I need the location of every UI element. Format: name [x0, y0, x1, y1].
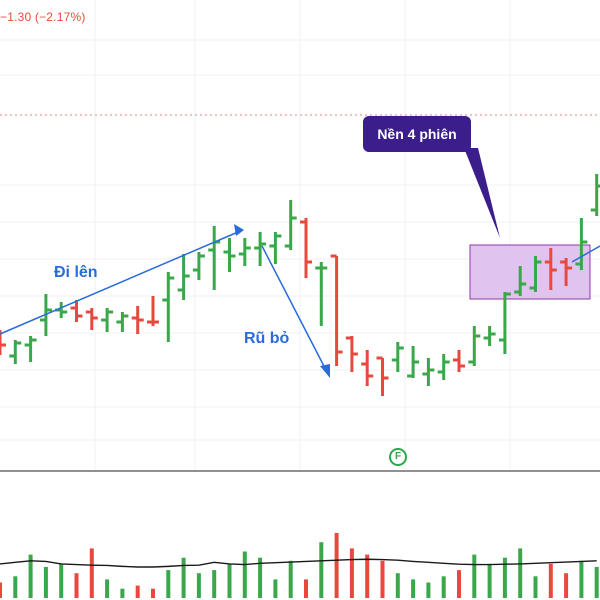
price-bar: [330, 254, 343, 366]
price-bar: [391, 342, 404, 372]
shakeout-line: [261, 245, 328, 373]
volume-bar: [441, 576, 446, 598]
volume-bar: [0, 582, 2, 598]
volume-bar: [426, 582, 431, 598]
price-bars: [0, 174, 600, 396]
price-bar: [300, 218, 312, 278]
uptrend-arrowhead: [234, 224, 244, 236]
price-bar: [345, 336, 358, 372]
price-bar: [361, 350, 374, 386]
volume-bar: [502, 557, 507, 598]
breakout-line: [571, 245, 600, 263]
volume-bar: [105, 579, 110, 598]
price-bar: [453, 350, 465, 372]
shakeout-label: Rũ bỏ: [244, 330, 290, 347]
price-bar: [147, 296, 159, 326]
volume-bar: [258, 557, 263, 598]
base-callout: Nền 4 phiên: [363, 116, 471, 152]
volume-bar: [365, 554, 370, 598]
volume-bar: [548, 563, 553, 598]
volume-bar: [334, 532, 339, 598]
volume-bar: [518, 548, 523, 598]
volume-bar: [594, 567, 599, 598]
price-bar: [9, 340, 22, 364]
price-bar: [70, 300, 83, 322]
price-bar: [590, 174, 600, 216]
price-bar: [0, 330, 6, 355]
price-bar: [376, 356, 389, 396]
price-bar: [101, 308, 114, 332]
volume-bar: [59, 563, 64, 598]
volume-bar: [196, 573, 201, 598]
price-bar: [162, 272, 175, 342]
price-bar: [24, 336, 37, 362]
price-bar: [223, 238, 236, 272]
price-bar: [544, 248, 557, 290]
volume-bar: [120, 588, 125, 598]
volume-bar: [411, 579, 416, 598]
volume-bar: [304, 579, 308, 598]
volume-bar: [380, 560, 385, 598]
price-bar: [85, 308, 98, 330]
price-bar: [514, 266, 527, 296]
volume-bar: [28, 554, 33, 598]
volume-bar: [227, 563, 232, 598]
callout-pointer: [464, 148, 500, 238]
base-consolidation-box: [469, 244, 591, 300]
uptrend-line: [0, 231, 239, 335]
shakeout-arrowhead: [320, 364, 330, 378]
volume-bar: [288, 560, 293, 598]
volume-bar: [242, 551, 247, 598]
price-bar: [422, 358, 435, 386]
price-bar: [284, 200, 297, 250]
volume-bar: [43, 567, 48, 598]
volume-bar: [181, 557, 186, 598]
volume-bar: [579, 560, 584, 598]
volume-bar: [319, 542, 324, 598]
price-bar: [131, 306, 144, 334]
volume-bar: [533, 576, 538, 598]
volume-bar: [472, 554, 477, 598]
price-bar: [254, 232, 267, 266]
event-badge[interactable]: F: [389, 448, 407, 466]
volume-bar: [89, 548, 94, 598]
volume-bar: [13, 576, 18, 598]
volume-bar: [151, 588, 155, 598]
price-bar: [407, 346, 420, 378]
price-bar: [177, 254, 190, 300]
price-change-readout: −1.30 (−2.17%): [0, 10, 86, 24]
uptrend-label: Đi lên: [54, 264, 98, 281]
price-bar: [315, 262, 328, 326]
volume-bar: [135, 585, 140, 598]
price-bar: [560, 258, 573, 286]
volume-bar: [166, 570, 171, 598]
price-bar: [116, 312, 129, 332]
price-bar: [575, 218, 588, 270]
volume-bar: [457, 570, 461, 598]
price-bar: [483, 326, 496, 346]
price-bar: [529, 256, 542, 292]
volume-bar: [74, 573, 79, 598]
price-bar: [498, 292, 511, 354]
volume-bar: [395, 573, 400, 598]
price-bar: [208, 226, 221, 290]
price-bar: [192, 252, 205, 280]
volume-bar: [564, 573, 569, 598]
price-bar: [468, 326, 481, 366]
volume-ma-line: [0, 558, 597, 568]
volume-bar: [487, 563, 492, 598]
volume-bar: [212, 570, 217, 598]
volume-bar: [273, 579, 278, 598]
volume-bars: [0, 532, 599, 598]
chart-grid: [0, 0, 600, 471]
price-bar: [269, 232, 282, 264]
price-bar: [238, 238, 251, 266]
volume-bar: [349, 548, 354, 598]
price-bar: [437, 354, 450, 380]
